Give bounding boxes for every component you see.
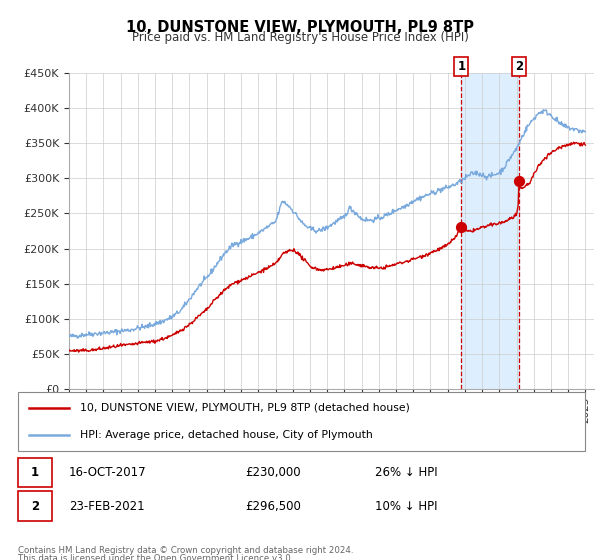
Text: Contains HM Land Registry data © Crown copyright and database right 2024.: Contains HM Land Registry data © Crown c… (18, 546, 353, 555)
Text: 10, DUNSTONE VIEW, PLYMOUTH, PL9 8TP: 10, DUNSTONE VIEW, PLYMOUTH, PL9 8TP (126, 20, 474, 35)
Text: 1: 1 (457, 60, 466, 73)
Text: 2: 2 (31, 500, 39, 512)
Text: £230,000: £230,000 (245, 466, 301, 479)
Text: 2: 2 (515, 60, 523, 73)
Text: Price paid vs. HM Land Registry's House Price Index (HPI): Price paid vs. HM Land Registry's House … (131, 31, 469, 44)
Text: 1: 1 (31, 466, 39, 479)
Point (457, 223, 466, 232)
Text: 10% ↓ HPI: 10% ↓ HPI (375, 500, 438, 512)
Text: 16-OCT-2017: 16-OCT-2017 (69, 466, 146, 479)
Text: This data is licensed under the Open Government Licence v3.0.: This data is licensed under the Open Gov… (18, 554, 293, 560)
Text: 26% ↓ HPI: 26% ↓ HPI (375, 466, 438, 479)
Text: HPI: Average price, detached house, City of Plymouth: HPI: Average price, detached house, City… (80, 430, 373, 440)
Text: 23-FEB-2021: 23-FEB-2021 (69, 500, 145, 512)
Text: 10, DUNSTONE VIEW, PLYMOUTH, PL9 8TP (detached house): 10, DUNSTONE VIEW, PLYMOUTH, PL9 8TP (de… (80, 403, 410, 413)
Bar (461, 73, 519, 389)
Bar (18, 458, 52, 487)
Point (514, 176, 524, 185)
Bar (18, 492, 52, 521)
Text: £296,500: £296,500 (245, 500, 301, 512)
